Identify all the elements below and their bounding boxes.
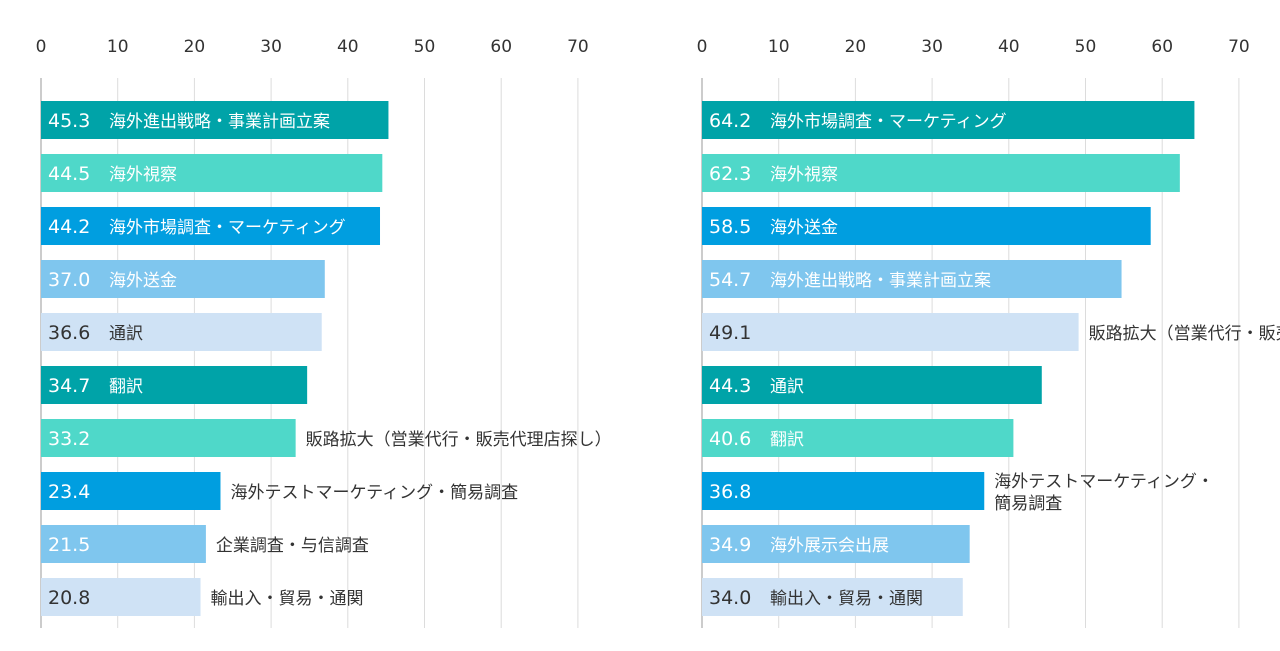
bar — [41, 419, 296, 457]
category-label: 海外市場調査・マーケティング — [770, 112, 1007, 132]
x-tick-label: 50 — [1075, 37, 1097, 57]
category-label: 通訳 — [109, 324, 143, 344]
bar — [41, 366, 308, 404]
value-label: 34.9 — [709, 534, 751, 556]
bar — [702, 101, 1195, 139]
x-tick-label: 0 — [697, 37, 708, 57]
bar — [702, 472, 985, 510]
category-label: 販路拡大（営業代行・販売代理店探し） — [306, 430, 612, 450]
value-label: 44.2 — [48, 216, 90, 238]
value-label: 64.2 — [709, 110, 751, 132]
category-label: 企業調査・与信調査 — [216, 536, 369, 556]
value-label: 33.2 — [48, 428, 90, 450]
bar — [702, 260, 1122, 298]
category-label: 輸出入・貿易・通関 — [211, 589, 364, 609]
category-label: 海外進出戦略・事業計画立案 — [770, 271, 991, 291]
x-tick-label: 60 — [490, 37, 512, 57]
value-label: 34.0 — [709, 587, 751, 609]
value-label: 23.4 — [48, 481, 90, 503]
bar — [41, 578, 201, 616]
value-label: 45.3 — [48, 110, 90, 132]
category-label: 海外展示会出展 — [770, 536, 889, 556]
x-tick-label: 30 — [921, 37, 943, 57]
value-label: 62.3 — [709, 163, 751, 185]
bar — [702, 419, 1014, 457]
value-label: 36.6 — [48, 322, 90, 344]
bar — [702, 154, 1180, 192]
category-label: 海外市場調査・マーケティング — [109, 218, 346, 238]
bar — [41, 525, 206, 563]
value-label: 49.1 — [709, 322, 751, 344]
x-tick-label: 40 — [337, 37, 359, 57]
chart-1: 0 10 20 30 40 50 60 70 45.3 海外進出戦略・事業計画立案 44.5 海外視察… — [36, 37, 612, 628]
bar — [41, 207, 381, 245]
category-label: 輸出入・貿易・通関 — [770, 589, 923, 609]
bar — [41, 313, 322, 351]
bar — [702, 578, 963, 616]
value-label: 36.8 — [709, 481, 751, 503]
x-tick-label: 20 — [184, 37, 206, 57]
category-label: 海外テストマーケティング・簡易調査 — [994, 472, 1214, 514]
value-label: 34.7 — [48, 375, 90, 397]
value-label: 44.5 — [48, 163, 90, 185]
bar — [41, 154, 383, 192]
x-tick-label: 70 — [1228, 37, 1250, 57]
bar — [702, 525, 970, 563]
value-label: 20.8 — [48, 587, 90, 609]
category-label: 海外送金 — [770, 218, 838, 238]
x-tick-label: 20 — [845, 37, 867, 57]
category-label: 海外視察 — [109, 165, 177, 185]
value-label: 37.0 — [48, 269, 90, 291]
value-label: 54.7 — [709, 269, 751, 291]
category-label: 販路拡大（営業代行・販売代理店探し） — [1089, 324, 1280, 344]
category-label: 翻訳 — [770, 430, 804, 450]
category-label: 通訳 — [770, 377, 804, 397]
category-label: 海外テストマーケティング・簡易調査 — [230, 483, 518, 503]
bar — [702, 366, 1042, 404]
value-label: 58.5 — [709, 216, 751, 238]
x-tick-label: 70 — [567, 37, 589, 57]
bar — [702, 207, 1151, 245]
bar — [41, 472, 221, 510]
bar — [41, 101, 389, 139]
category-label: 海外視察 — [770, 165, 838, 185]
value-label: 21.5 — [48, 534, 90, 556]
bar — [41, 260, 325, 298]
category-label: 翻訳 — [109, 377, 143, 397]
value-label: 40.6 — [709, 428, 751, 450]
x-tick-label: 50 — [414, 37, 436, 57]
x-tick-label: 60 — [1151, 37, 1173, 57]
x-tick-label: 10 — [768, 37, 790, 57]
x-tick-label: 10 — [107, 37, 129, 57]
value-label: 44.3 — [709, 375, 751, 397]
category-label: 海外進出戦略・事業計画立案 — [109, 112, 330, 132]
chart-2: 0 10 20 30 40 50 60 70 64.2 海外市場調査・マーケティング 62.3 海外視… — [697, 37, 1280, 628]
x-tick-label: 30 — [260, 37, 282, 57]
category-label: 海外送金 — [109, 271, 177, 291]
x-tick-label: 40 — [998, 37, 1020, 57]
bar — [702, 313, 1079, 351]
x-tick-label: 0 — [36, 37, 47, 57]
